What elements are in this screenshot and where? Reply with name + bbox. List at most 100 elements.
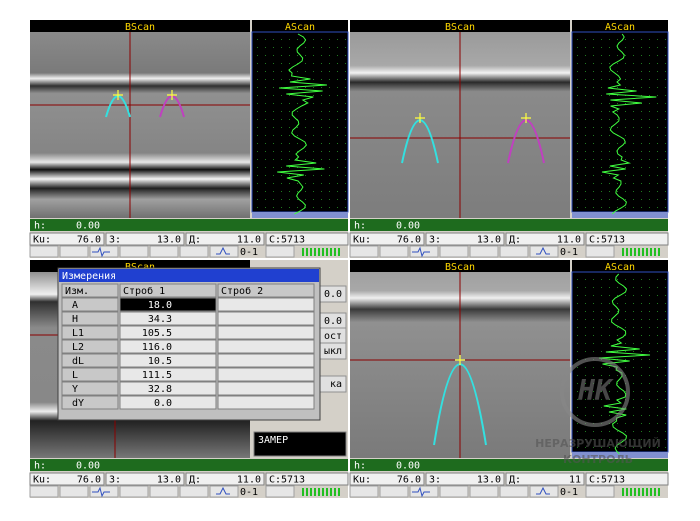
tool-cell — [149, 245, 179, 258]
level-bar — [330, 488, 332, 496]
level-bar — [306, 248, 308, 256]
range: 0-1 — [560, 487, 578, 498]
table-cell — [217, 339, 315, 354]
cell-text: Y — [72, 384, 78, 395]
ku-label: Ku: — [353, 235, 371, 246]
level-bar — [322, 248, 324, 256]
level-bar — [650, 488, 652, 496]
z-label: З: — [429, 475, 441, 486]
h-label: h: — [34, 461, 46, 472]
level-bar — [302, 248, 304, 256]
tool-cell — [119, 485, 149, 498]
level-bar — [638, 248, 640, 256]
table-cell — [61, 367, 119, 382]
cell-text: dL — [72, 356, 84, 367]
h-value: 0.00 — [396, 221, 420, 232]
c-label: С: — [589, 235, 601, 246]
level-bar — [314, 488, 316, 496]
tool-cell — [349, 485, 379, 498]
level-bar — [306, 488, 308, 496]
tool-cell — [439, 245, 469, 258]
cell-text: 111.5 — [142, 370, 172, 381]
param-cell — [265, 232, 349, 246]
table-cell — [61, 325, 119, 340]
table-cell — [61, 339, 119, 354]
tool-cell — [469, 485, 499, 498]
c-label: С: — [589, 475, 601, 486]
button-bg[interactable] — [253, 431, 347, 457]
level-bar — [634, 488, 636, 496]
h-label: h: — [354, 461, 366, 472]
watermark-line: КОНТРОЛЬ — [563, 453, 633, 466]
tool-cell — [585, 245, 615, 258]
logo-ring — [560, 357, 630, 427]
ascan-signal — [601, 33, 657, 215]
header-cell — [119, 283, 217, 298]
param-cell — [29, 232, 105, 246]
cell-text: 105.5 — [142, 328, 172, 339]
dialog-title: Измерения — [62, 271, 116, 282]
bscan-title: BScan — [445, 22, 475, 33]
cell-text: L — [72, 370, 78, 381]
level-bar — [310, 488, 312, 496]
cell-text: L1 — [72, 328, 84, 339]
ascan-header — [572, 260, 668, 272]
param-cell — [105, 232, 185, 246]
ascan-plot — [251, 31, 349, 213]
ascan-scale — [252, 212, 348, 218]
tool-cell — [585, 485, 615, 498]
param-cell — [585, 232, 669, 246]
tool-cell — [529, 245, 559, 258]
c-value: 5713 — [281, 475, 305, 486]
param-cell — [265, 472, 349, 486]
d-value: 11.0 — [557, 235, 581, 246]
ku-label: Ku: — [353, 475, 371, 486]
h-value: 0.00 — [76, 461, 100, 472]
table-cell — [217, 311, 315, 326]
level-bar — [658, 248, 660, 256]
cell-text: 32.8 — [148, 384, 172, 395]
level-bar — [318, 248, 320, 256]
c-label: С: — [269, 235, 281, 246]
param-cell — [105, 472, 185, 486]
ascan-scale — [572, 452, 668, 458]
d-label: Д: — [189, 475, 201, 486]
param-cell — [425, 472, 505, 486]
pulse-icon — [536, 486, 550, 495]
tool-cell — [119, 245, 149, 258]
menu-text: ыкл — [324, 346, 342, 357]
level-bar — [654, 248, 656, 256]
level-bar — [646, 248, 648, 256]
ascan-header — [252, 20, 348, 32]
table-cell — [119, 381, 217, 396]
ascan-header — [572, 20, 668, 32]
dialog-titlebar — [59, 269, 319, 282]
cell-text: L2 — [72, 342, 84, 353]
ku-label: Ku: — [33, 475, 51, 486]
cell-text: 116.0 — [142, 342, 172, 353]
param-cell — [185, 472, 265, 486]
level-bar — [634, 248, 636, 256]
table-cell — [217, 367, 315, 382]
pulse-icon — [536, 246, 550, 255]
level-bar — [318, 488, 320, 496]
table-cell — [61, 395, 119, 410]
d-value: 11.0 — [237, 475, 261, 486]
tool-cell — [379, 485, 409, 498]
marker — [113, 90, 123, 100]
scan-panel: BScan AScan h: 0.00 Ku: 76.0 З: 13.0 Д: 11.0 С: 571… — [349, 20, 669, 258]
table-cell — [119, 297, 217, 312]
level-bar — [630, 488, 632, 496]
bscan-header — [30, 20, 250, 32]
ascan-title: AScan — [605, 22, 635, 33]
d-label: Д: — [509, 235, 521, 246]
table-cell — [61, 381, 119, 396]
watermark-line: НЕРАЗРУШАЮЩИЙ — [535, 437, 661, 450]
bscan-title: BScan — [125, 22, 155, 33]
range: 0-1 — [240, 247, 258, 258]
z-label: З: — [429, 235, 441, 246]
level-bar — [642, 248, 644, 256]
table-cell — [119, 339, 217, 354]
